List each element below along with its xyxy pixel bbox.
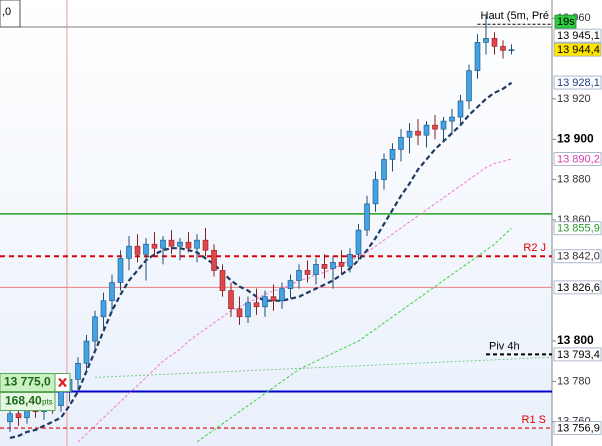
candle-body bbox=[406, 130, 413, 138]
price-tag-label: 13 890,2 bbox=[557, 153, 600, 165]
candle-body bbox=[304, 270, 311, 275]
candle-body bbox=[92, 316, 98, 342]
candle-body bbox=[389, 149, 396, 160]
candle-body bbox=[160, 239, 166, 249]
candle-body bbox=[83, 340, 90, 364]
y-tick-label: 13 880 bbox=[557, 174, 591, 186]
candle-body bbox=[364, 203, 370, 231]
price-tag-label: 13 826,6 bbox=[557, 282, 600, 294]
order-distance-unit: pts bbox=[42, 398, 53, 407]
level-label: R2 J bbox=[523, 242, 546, 254]
candle-body bbox=[287, 280, 294, 289]
candle-body bbox=[168, 239, 175, 247]
price-tag-box bbox=[553, 421, 602, 435]
level-label: Piv 4h bbox=[489, 340, 520, 352]
price-tag-box bbox=[553, 249, 602, 264]
candle-body bbox=[109, 282, 115, 301]
candle-body bbox=[151, 243, 158, 249]
y-tick-label: 13 920 bbox=[557, 93, 591, 105]
candle-body bbox=[185, 241, 192, 249]
price-tag-label: 13 756,9 bbox=[557, 422, 600, 434]
indicator-line bbox=[196, 227, 512, 443]
distance-box bbox=[0, 392, 56, 412]
corner-box bbox=[0, 0, 21, 28]
candle-body bbox=[279, 288, 285, 301]
candle-body bbox=[58, 391, 64, 406]
candle-body bbox=[381, 159, 387, 180]
price-tag-label: 13 928,1 bbox=[557, 77, 600, 89]
candle-body bbox=[372, 179, 379, 205]
price-tag-box bbox=[553, 28, 602, 43]
candle-body bbox=[415, 130, 421, 136]
indicator-line bbox=[9, 81, 513, 439]
price-tag-label: 13 855,9 bbox=[557, 223, 600, 235]
candle-body bbox=[457, 100, 464, 118]
candle-body bbox=[270, 296, 277, 301]
candle-body bbox=[398, 136, 404, 150]
candle-body bbox=[236, 308, 243, 318]
candle-body bbox=[211, 249, 217, 271]
candle-body bbox=[100, 300, 107, 318]
y-tick-label: 13 900 bbox=[557, 131, 594, 145]
candle-body bbox=[253, 302, 260, 308]
candle-body bbox=[423, 124, 430, 136]
candle-body bbox=[245, 302, 251, 318]
price-tag-box bbox=[553, 152, 602, 166]
candle-body bbox=[432, 124, 438, 130]
candle-body bbox=[194, 239, 200, 249]
candle-body bbox=[202, 239, 209, 251]
price-tag-box bbox=[553, 221, 602, 236]
candle-body bbox=[7, 413, 13, 423]
y-tick-label: 13 780 bbox=[557, 375, 591, 387]
plot-area bbox=[0, 0, 552, 446]
candle-body bbox=[177, 241, 183, 247]
price-tag-label: 13 793,4 bbox=[557, 349, 600, 361]
y-tick-label: 13 800 bbox=[557, 333, 594, 347]
candle-body bbox=[440, 120, 447, 130]
candle-body bbox=[449, 116, 455, 122]
level-label: R1 S bbox=[522, 414, 546, 426]
candle-body bbox=[126, 245, 132, 259]
order-distance: 168,40 bbox=[5, 394, 42, 408]
candle-body bbox=[296, 270, 302, 281]
candle-body bbox=[219, 270, 226, 291]
countdown-box bbox=[554, 14, 577, 29]
candle-body bbox=[262, 296, 268, 308]
order-price: 13 775,0 bbox=[4, 375, 51, 389]
price-tag-label: 13 945,1 bbox=[557, 30, 600, 42]
candle-body bbox=[321, 264, 328, 269]
candle-body bbox=[483, 38, 489, 43]
price-tag-label: 13 944,4 bbox=[557, 44, 600, 56]
candle-body bbox=[338, 262, 345, 267]
candle-body bbox=[134, 245, 141, 255]
indicator-line bbox=[94, 356, 555, 378]
countdown-label: 19s bbox=[557, 16, 575, 28]
candle-body bbox=[355, 229, 362, 255]
candle-body bbox=[75, 362, 81, 380]
price-tag-box bbox=[553, 347, 602, 362]
price-tag-box bbox=[553, 280, 602, 295]
price-tag-label: 13 842,0 bbox=[557, 251, 600, 263]
candle-body bbox=[347, 253, 353, 267]
candle-body bbox=[228, 290, 234, 310]
indicator-line bbox=[77, 158, 512, 443]
candle-body bbox=[117, 258, 124, 283]
candle-body bbox=[330, 262, 336, 269]
corner-label: ,0 bbox=[2, 6, 11, 18]
candle-body bbox=[15, 413, 22, 419]
cancel-icon[interactable] bbox=[58, 377, 67, 388]
candle-body bbox=[500, 46, 506, 51]
candle-body bbox=[313, 264, 319, 275]
candle-body bbox=[491, 38, 498, 47]
candle-body bbox=[466, 70, 472, 102]
candle-body bbox=[508, 49, 515, 51]
candle-body bbox=[474, 42, 481, 71]
level-label: Haut (5m, Pré bbox=[481, 10, 549, 22]
candle-body bbox=[143, 243, 149, 255]
price-tag-box bbox=[553, 42, 602, 57]
price-tag-box bbox=[553, 75, 602, 90]
